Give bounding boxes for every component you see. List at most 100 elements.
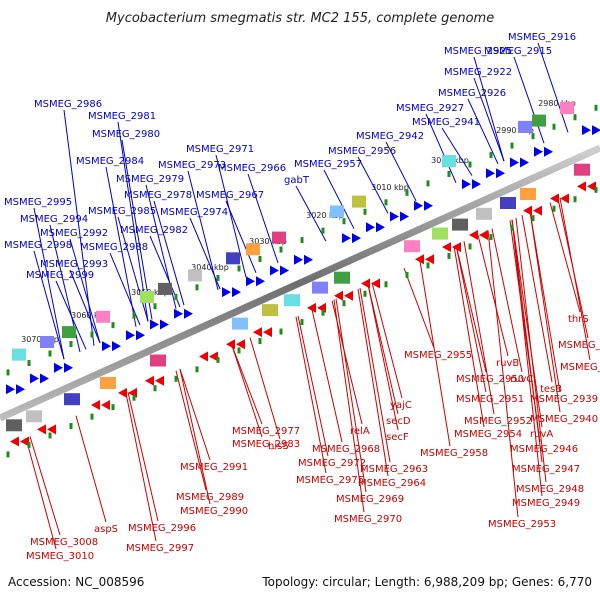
reverse-gene-label[interactable]: hisS	[268, 441, 289, 452]
forward-gene-arrow[interactable]	[342, 233, 351, 244]
reverse-gene-label[interactable]: thrS	[568, 314, 589, 325]
forward-gene-arrow[interactable]	[64, 362, 73, 373]
forward-gene-label[interactable]: MSMEG_2982	[120, 225, 188, 236]
reverse-gene-arrow[interactable]	[577, 181, 586, 192]
forward-gene-arrow[interactable]	[222, 287, 231, 298]
forward-gene-label[interactable]: MSMEG_2957	[294, 159, 362, 170]
reverse-gene-arrow[interactable]	[415, 254, 424, 265]
forward-gene-label[interactable]: MSMEG_2981	[88, 111, 156, 122]
feature-block[interactable]	[26, 410, 42, 423]
reverse-gene-label[interactable]: MSMEG_2947	[512, 464, 580, 475]
forward-gene-arrow[interactable]	[462, 179, 471, 190]
reverse-gene-label[interactable]: MSMEG_2977	[232, 426, 300, 437]
feature-block[interactable]	[226, 252, 240, 265]
feature-block[interactable]	[246, 243, 260, 256]
reverse-gene-arrow[interactable]	[91, 400, 100, 411]
reverse-gene-arrow[interactable]	[452, 242, 461, 253]
reverse-gene-label[interactable]: aspS	[94, 524, 118, 535]
forward-gene-label[interactable]: MSMEG_2994	[20, 214, 88, 225]
forward-gene-arrow[interactable]	[472, 179, 481, 190]
reverse-gene-label[interactable]: MSMEG_2939	[530, 394, 598, 405]
reverse-gene-label[interactable]: MSMEG_2963	[360, 464, 428, 475]
feature-block[interactable]	[12, 348, 26, 361]
forward-gene-label[interactable]: MSMEG_2922	[444, 67, 512, 78]
forward-gene-label[interactable]: MSMEG_2978	[124, 190, 192, 201]
reverse-gene-label[interactable]: MSMEG_2975	[296, 475, 364, 486]
forward-gene-label[interactable]: MSMEG_2980	[92, 129, 160, 140]
feature-block[interactable]	[500, 197, 516, 209]
reverse-gene-label[interactable]: MSMEG_2997	[126, 543, 194, 554]
reverse-gene-label[interactable]: ruvA	[530, 429, 553, 440]
forward-gene-arrow[interactable]	[424, 200, 433, 211]
forward-gene-arrow[interactable]	[16, 384, 25, 395]
reverse-gene-label[interactable]: MSMEG_2946	[510, 444, 578, 455]
feature-block[interactable]	[532, 114, 546, 127]
feature-block[interactable]	[140, 291, 154, 303]
reverse-gene-arrow[interactable]	[253, 327, 262, 338]
feature-block[interactable]	[100, 377, 116, 389]
reverse-gene-arrow[interactable]	[533, 205, 542, 216]
feature-block[interactable]	[232, 317, 248, 330]
forward-gene-label[interactable]: MSMEG_2966	[218, 163, 286, 174]
feature-block[interactable]	[560, 102, 574, 114]
reverse-gene-label[interactable]: MSMEG_3010	[26, 551, 94, 562]
forward-gene-label[interactable]: MSMEG_2999	[26, 270, 94, 281]
feature-block[interactable]	[158, 282, 172, 295]
reverse-gene-label[interactable]: MSMEG_2949	[512, 498, 580, 509]
feature-block[interactable]	[188, 269, 202, 282]
reverse-gene-label[interactable]: MSMEG_2989	[176, 492, 244, 503]
feature-block[interactable]	[262, 304, 278, 317]
reverse-gene-arrow[interactable]	[344, 290, 353, 301]
reverse-gene-label[interactable]: MSMEG_2970	[334, 514, 402, 525]
forward-gene-label[interactable]: MSMEG_2993	[40, 259, 108, 270]
reverse-gene-arrow[interactable]	[523, 205, 532, 216]
feature-block[interactable]	[272, 231, 286, 244]
reverse-gene-label[interactable]: MSMEG_2991	[180, 462, 248, 473]
forward-gene-label[interactable]: MSMEG_2942	[356, 131, 424, 142]
forward-gene-arrow[interactable]	[232, 287, 241, 298]
forward-gene-label[interactable]: MSMEG_2988	[80, 242, 148, 253]
reverse-gene-arrow[interactable]	[10, 436, 19, 447]
reverse-gene-label[interactable]: MSMEG_3008	[30, 537, 98, 548]
reverse-gene-arrow[interactable]	[307, 302, 316, 313]
reverse-gene-label[interactable]: secD	[386, 416, 411, 427]
reverse-gene-arrow[interactable]	[479, 229, 488, 240]
forward-gene-label[interactable]: MSMEG_2941	[412, 117, 480, 128]
forward-gene-arrow[interactable]	[54, 362, 63, 373]
reverse-gene-label[interactable]: MSMEG_2954	[454, 429, 522, 440]
reverse-gene-arrow[interactable]	[361, 278, 370, 289]
reverse-gene-label[interactable]: yajC	[390, 400, 412, 411]
feature-block[interactable]	[64, 393, 80, 406]
feature-block[interactable]	[284, 294, 300, 307]
feature-block[interactable]	[452, 218, 468, 231]
reverse-gene-arrow[interactable]	[371, 278, 380, 289]
reverse-gene-arrow[interactable]	[236, 339, 245, 350]
forward-gene-arrow[interactable]	[126, 330, 135, 341]
reverse-gene-label[interactable]: ruvB	[496, 358, 519, 369]
forward-gene-arrow[interactable]	[592, 125, 600, 136]
reverse-gene-arrow[interactable]	[442, 242, 451, 253]
forward-gene-label[interactable]: MSMEG_2998	[4, 240, 72, 251]
reverse-gene-label[interactable]: MSMEG_2958	[420, 448, 488, 459]
reverse-gene-arrow[interactable]	[37, 424, 46, 435]
feature-block[interactable]	[40, 336, 54, 348]
forward-gene-arrow[interactable]	[486, 168, 495, 179]
forward-gene-arrow[interactable]	[184, 308, 193, 319]
forward-gene-arrow[interactable]	[520, 157, 529, 168]
reverse-gene-arrow[interactable]	[334, 290, 343, 301]
reverse-gene-arrow[interactable]	[145, 375, 154, 386]
forward-gene-label[interactable]: MSMEG_2974	[160, 207, 228, 218]
forward-gene-label[interactable]: MSMEG_2926	[438, 88, 506, 99]
reverse-gene-label[interactable]: MSMEG_2968	[312, 444, 380, 455]
reverse-gene-label[interactable]: secF	[386, 432, 409, 443]
feature-block[interactable]	[432, 227, 448, 240]
forward-gene-arrow[interactable]	[366, 222, 375, 233]
forward-gene-label[interactable]: MSMEG_2956	[328, 146, 396, 157]
reverse-gene-label[interactable]: MSMEG_2940	[530, 414, 598, 425]
forward-gene-arrow[interactable]	[352, 233, 361, 244]
reverse-gene-label[interactable]: MSMEG_2955	[404, 350, 472, 361]
feature-block[interactable]	[330, 205, 344, 218]
reverse-gene-arrow[interactable]	[155, 375, 164, 386]
feature-block[interactable]	[442, 155, 456, 168]
forward-gene-arrow[interactable]	[256, 276, 265, 287]
